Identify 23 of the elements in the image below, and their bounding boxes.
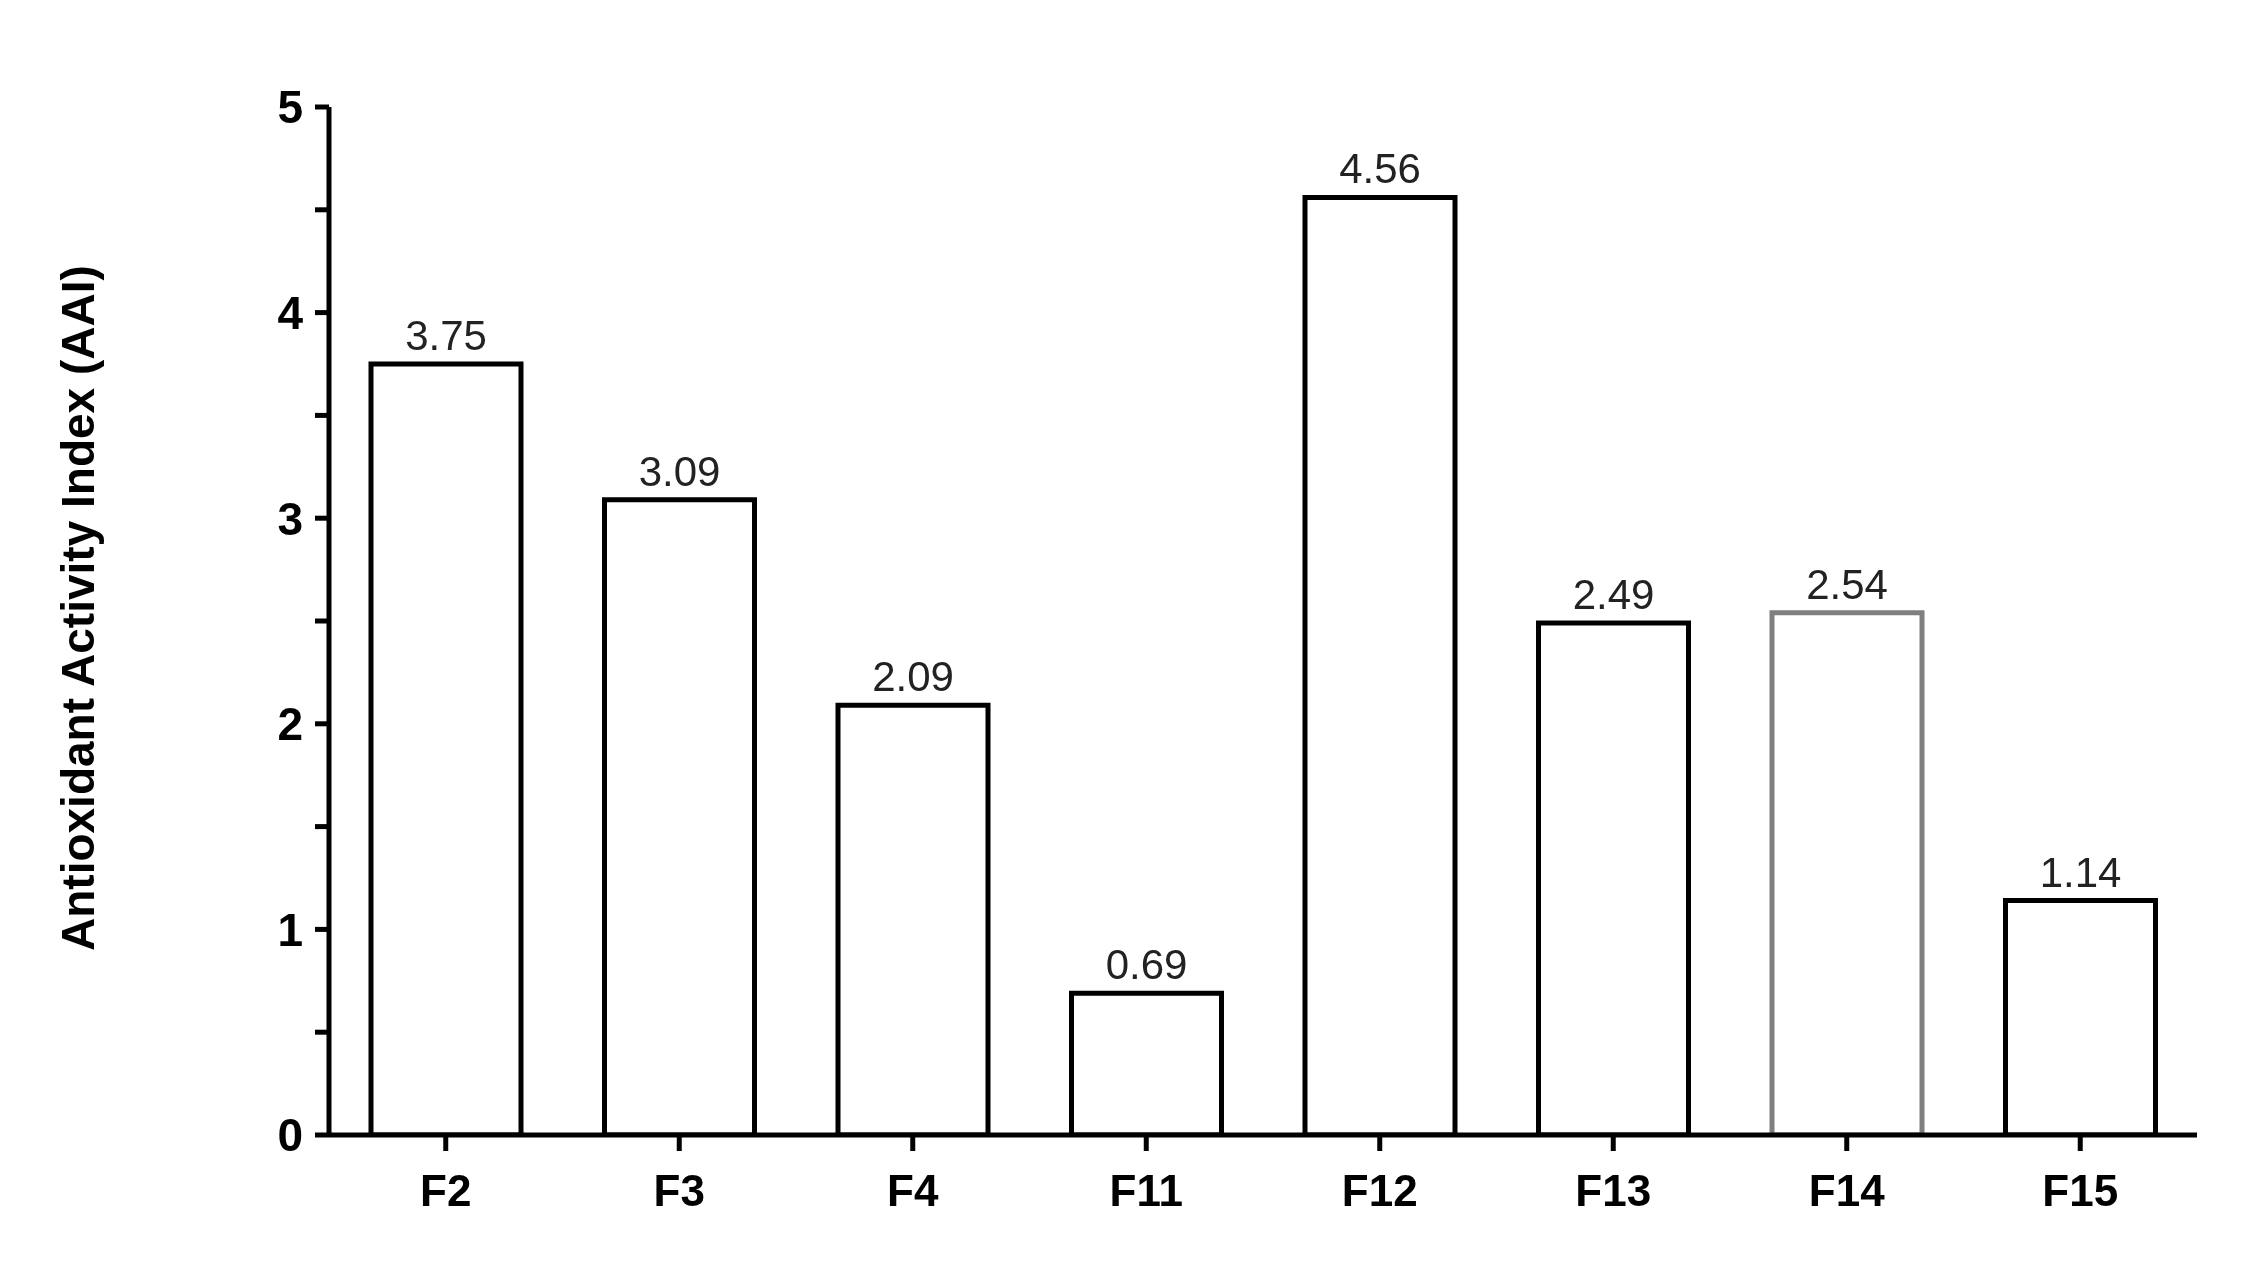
x-tick-label: F4: [887, 1166, 939, 1216]
x-tick-label: F13: [1575, 1166, 1652, 1216]
data-label: 2.09: [872, 653, 954, 701]
y-axis-title: Antioxidant Activity Index (AAI): [52, 265, 105, 951]
y-tick-label: 3: [277, 492, 303, 545]
y-tick-label: 4: [277, 286, 304, 339]
x-tick-label: F14: [1808, 1166, 1886, 1216]
y-tick-label: 1: [277, 903, 303, 956]
data-label: 2.54: [1806, 560, 1888, 608]
x-tick-label: F11: [1109, 1166, 1183, 1216]
data-label: 3.75: [405, 312, 487, 359]
data-label: 1.14: [2039, 848, 2122, 896]
x-tick-label: F3: [653, 1166, 705, 1216]
x-tick-label: F12: [1341, 1166, 1418, 1216]
x-tick-label: F2: [420, 1166, 472, 1216]
y-tick-label: 2: [277, 698, 303, 751]
y-tick-label: 5: [277, 81, 303, 134]
data-label: 2.49: [1572, 571, 1655, 619]
x-tick-label: F15: [2042, 1166, 2119, 1216]
data-label: 3.09: [638, 447, 721, 495]
data-label: 4.56: [1339, 145, 1421, 193]
y-tick-label: 0: [277, 1109, 303, 1162]
data-label: 0.69: [1105, 941, 1188, 989]
